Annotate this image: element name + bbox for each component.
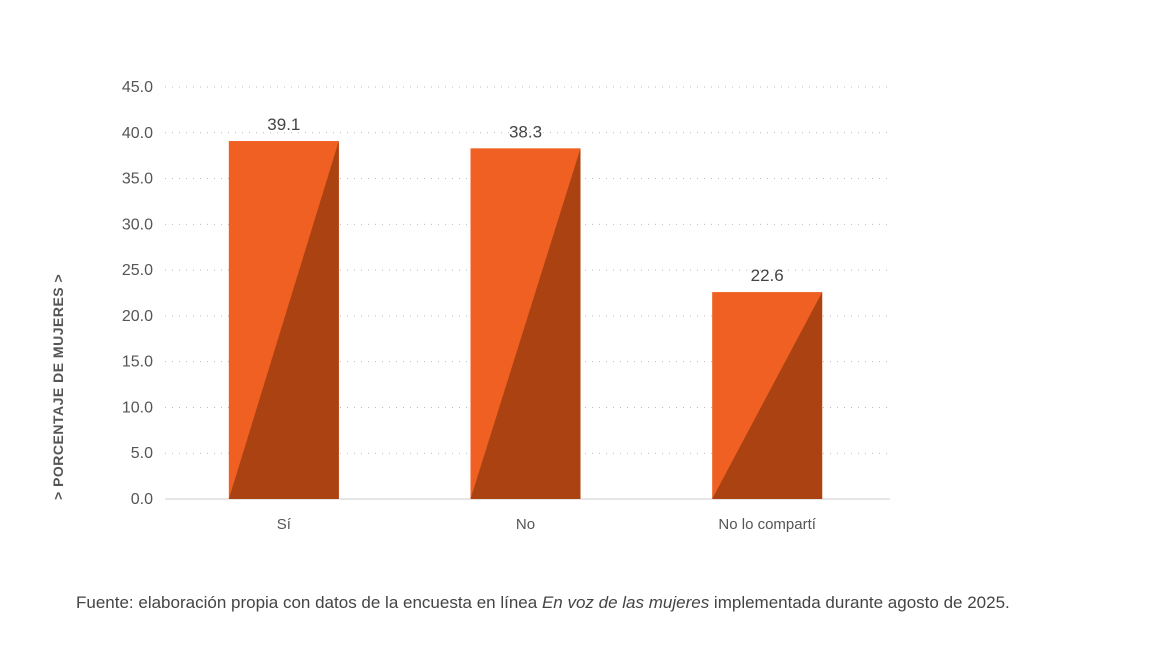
y-tick-labels: 0.0 5.0 10.0 15.0 20.0 25.0 30.0 35.0 40.0 45.0 xyxy=(122,79,153,508)
value-labels: 39.1 38.3 22.6 xyxy=(267,115,783,285)
bar-value-label: 22.6 xyxy=(751,266,784,285)
survey-name: En voz de las mujeres xyxy=(541,593,710,612)
y-tick-label: 5.0 xyxy=(131,445,153,462)
bar xyxy=(712,292,823,499)
x-tick-label: No xyxy=(516,516,535,533)
bar-shade xyxy=(712,292,823,499)
y-tick-label: 20.0 xyxy=(122,308,153,325)
source-suffix: implementada durante agosto de 2025. xyxy=(709,593,1010,612)
x-tick-label: No lo compartí xyxy=(718,516,816,533)
bar-value-label: 39.1 xyxy=(267,115,300,134)
bar xyxy=(470,148,581,499)
y-tick-label: 40.0 xyxy=(122,125,153,142)
y-tick-label: 15.0 xyxy=(122,354,153,371)
x-tick-labels: Sí No No lo compartí xyxy=(277,516,817,533)
y-tick-label: 10.0 xyxy=(122,399,153,416)
x-tick-label: Sí xyxy=(277,516,292,533)
source-prefix: Fuente: elaboración propia con datos de … xyxy=(76,593,542,612)
y-tick-label: 35.0 xyxy=(122,171,153,188)
bars xyxy=(228,141,823,500)
y-tick-label: 45.0 xyxy=(122,79,153,96)
bar-value-label: 38.3 xyxy=(509,122,542,141)
bar-shade xyxy=(228,141,339,500)
y-tick-label: 0.0 xyxy=(131,491,153,508)
bar-shade xyxy=(470,148,581,499)
source-note: Fuente: elaboración propia con datos de … xyxy=(76,588,1076,618)
bar-chart: 0.0 5.0 10.0 15.0 20.0 25.0 30.0 35.0 40.0 45.0 3… xyxy=(122,79,890,533)
bar xyxy=(228,141,339,500)
y-tick-label: 25.0 xyxy=(122,262,153,279)
y-tick-label: 30.0 xyxy=(122,216,153,233)
chart-area: 0.0 5.0 10.0 15.0 20.0 25.0 30.0 35.0 40.0 45.0 3… xyxy=(50,79,890,533)
y-axis-label: > PORCENTAJE DE MUJERES > xyxy=(50,273,66,500)
